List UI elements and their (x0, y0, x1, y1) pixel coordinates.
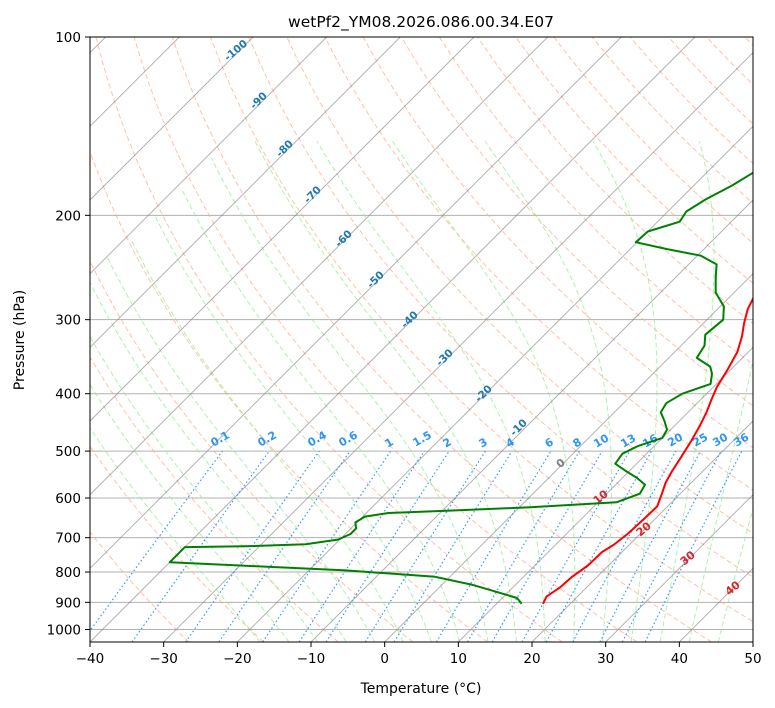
dry-adiabat (400, 37, 753, 407)
dry-adiabat (248, 37, 753, 578)
isotherm (236, 125, 753, 642)
x-tick-label: 40 (671, 651, 688, 667)
isotherm (90, 37, 475, 422)
sounding-profiles (168, 171, 753, 605)
dry-adiabat (515, 37, 753, 284)
dry-adiabat (90, 150, 488, 642)
x-tick-label: −20 (223, 651, 252, 667)
x-tick-label: −30 (149, 651, 178, 667)
y-tick-label: 100 (55, 30, 81, 46)
mixing-ratio-line (218, 450, 351, 642)
x-axis-ticks: −40 −30 −20 −10 0 10 20 30 40 50 (76, 642, 762, 667)
mixing-ratio-line (90, 450, 223, 632)
x-axis-label: Temperature (°C) (360, 681, 482, 697)
isotherm (90, 37, 254, 201)
y-tick-label: 900 (55, 595, 81, 611)
dry-adiabat (438, 37, 753, 366)
moist-adiabat (717, 506, 753, 642)
y-tick-label: 1000 (47, 622, 81, 638)
temperature-profile (542, 296, 753, 605)
dry-adiabat (133, 37, 638, 642)
dry-adiabat (90, 445, 264, 642)
mixing-ratio-line (262, 450, 392, 642)
moist-adiabat (90, 281, 347, 642)
x-tick-label: 10 (450, 651, 467, 667)
x-tick-label: 0 (380, 651, 389, 667)
mixing-ratio-line (393, 450, 513, 642)
x-tick-label: −10 (297, 651, 326, 667)
isotherm (531, 420, 753, 642)
dry-adiabat (95, 37, 563, 642)
mixing-ratio-line (325, 450, 450, 642)
dry-adiabat (171, 37, 712, 642)
dry-adiabats (90, 37, 753, 642)
y-tick-label: 400 (55, 387, 81, 403)
isotherm (90, 37, 696, 642)
dry-adiabat (210, 37, 753, 623)
isotherm (457, 346, 753, 642)
moist-adiabat (210, 157, 489, 642)
plot-area: -100 -90 -80 -70 -60 -50 -40 -30 -20 -10… (90, 37, 753, 642)
y-tick-label: 300 (55, 313, 81, 329)
moist-adiabat (180, 187, 461, 642)
y-tick-label: 800 (55, 565, 81, 581)
moist-adiabat (254, 141, 517, 642)
mixing-ratio-line (521, 450, 631, 642)
x-tick-label: 20 (523, 651, 540, 667)
x-tick-label: 30 (597, 651, 614, 667)
moist-adiabat (592, 141, 658, 642)
dry-adiabat (90, 356, 339, 642)
y-tick-label: 600 (55, 491, 81, 507)
isotherm (605, 493, 753, 642)
isotherm (310, 199, 753, 642)
mixing-ratio-line (185, 450, 320, 642)
y-tick-label: 700 (55, 531, 81, 547)
moist-adiabat (484, 141, 612, 642)
isotherm (90, 37, 549, 496)
dewpoint-profile (168, 171, 753, 605)
y-axis-ticks: 100 200 300 400 500 600 700 800 900 1000 (47, 30, 90, 638)
y-tick-label: 200 (55, 208, 81, 224)
moist-adiabat (130, 239, 404, 642)
moist-adiabat (90, 335, 319, 642)
plot-frame (89, 36, 754, 643)
isotherms (90, 37, 753, 642)
dry-adiabat (324, 37, 753, 491)
moist-adiabat (154, 215, 432, 642)
y-axis-label: Pressure (hPa) (12, 290, 28, 390)
isotherm (384, 272, 753, 642)
isotherm (90, 37, 328, 275)
moist-adiabat (659, 141, 715, 642)
isotherm (90, 37, 401, 349)
x-tick-label: −40 (76, 651, 105, 667)
mixing-ratio-line (298, 450, 425, 642)
y-tick-label: 500 (55, 444, 81, 460)
isotherm (90, 37, 622, 570)
pressure-gridlines (90, 37, 753, 630)
dry-adiabat (90, 531, 190, 642)
mixing-ratio-line (572, 450, 677, 642)
isotherm (163, 51, 753, 642)
x-tick-label: 50 (744, 651, 761, 667)
chart-title: wetPf2_YM08.2026.086.00.34.E07 (288, 13, 554, 32)
moist-adiabat (392, 141, 576, 642)
moist-adiabat (688, 358, 753, 642)
moist-adiabat (90, 427, 261, 642)
mixing-ratio-line (644, 450, 743, 642)
moist-adiabat (106, 256, 376, 642)
